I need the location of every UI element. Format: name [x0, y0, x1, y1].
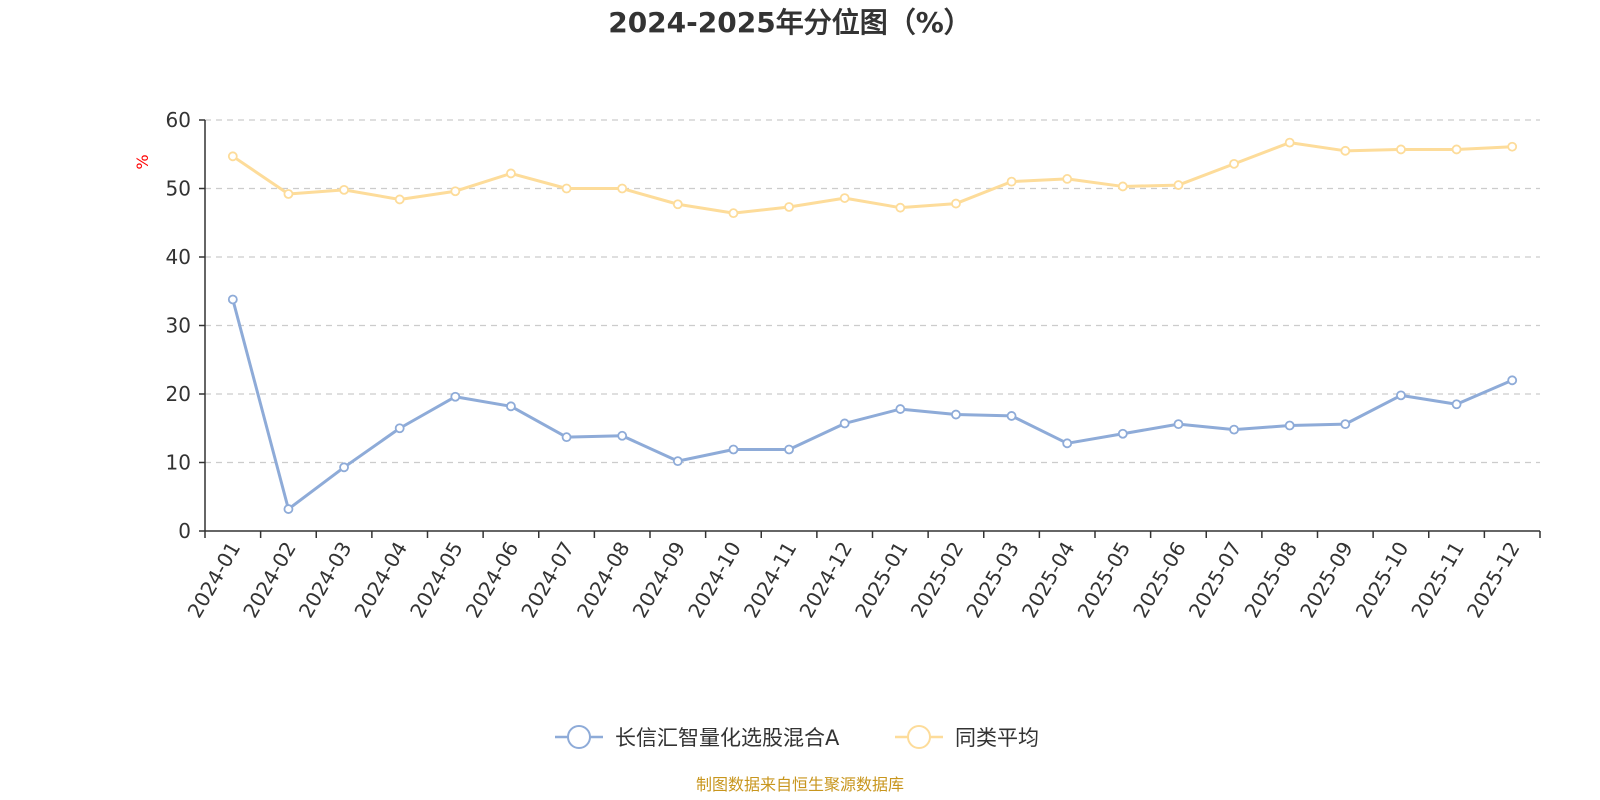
x-tick-label: 2024-03 [294, 538, 357, 622]
x-tick-label: 2025-08 [1239, 538, 1302, 622]
legend-item-0[interactable]: 长信汇智量化选股混合A [555, 725, 840, 750]
data-point[interactable] [784, 202, 794, 212]
data-point[interactable] [951, 409, 961, 420]
data-point[interactable] [339, 184, 349, 195]
data-point[interactable] [672, 199, 683, 210]
data-point[interactable] [1507, 141, 1518, 152]
y-tick-label: 10 [166, 451, 191, 475]
data-point[interactable] [561, 432, 572, 443]
y-tick-label: 20 [166, 382, 191, 406]
x-tick-label: 2024-08 [572, 538, 635, 622]
data-point[interactable] [1062, 174, 1073, 184]
data-point[interactable] [1451, 144, 1462, 155]
axes: 01020304050602024-012024-022024-032024-0… [166, 108, 1541, 622]
data-point[interactable] [1117, 181, 1128, 192]
data-point[interactable] [1451, 399, 1462, 410]
data-point[interactable] [1062, 438, 1073, 449]
x-tick-label: 2024-11 [739, 538, 802, 622]
data-point[interactable] [1006, 411, 1017, 421]
data-point[interactable] [1173, 419, 1184, 430]
data-point[interactable] [1006, 176, 1017, 187]
y-axis-unit: % [133, 154, 152, 169]
data-point[interactable] [227, 294, 238, 305]
data-point[interactable] [1284, 420, 1295, 431]
series-1 [227, 137, 1518, 219]
data-point[interactable] [450, 186, 461, 197]
x-tick-label: 2025-11 [1406, 538, 1469, 622]
data-point[interactable] [728, 444, 739, 455]
data-point[interactable] [450, 391, 461, 402]
x-tick-label: 2025-06 [1128, 538, 1191, 622]
legend[interactable]: 长信汇智量化选股混合A 同类平均 [555, 725, 1039, 750]
data-point[interactable] [1117, 428, 1128, 439]
x-tick-label: 2024-12 [794, 538, 857, 622]
source-note: 制图数据来自恒生聚源数据库 [696, 775, 904, 794]
x-tick-label: 2024-09 [628, 538, 691, 622]
chart-title: 2024-2025年分位图（%） [608, 6, 972, 39]
x-tick-label: 2024-06 [461, 538, 524, 622]
x-tick-label: 2025-05 [1073, 538, 1136, 622]
data-point[interactable] [1229, 158, 1239, 169]
x-tick-label: 2024-07 [516, 538, 579, 622]
data-point[interactable] [339, 462, 349, 473]
data-point[interactable] [561, 183, 572, 194]
series-line [231, 141, 1514, 215]
data-point[interactable] [895, 202, 906, 213]
x-tick-label: 2024-10 [683, 538, 746, 622]
x-tick-label: 2025-04 [1017, 538, 1080, 622]
series-line [231, 297, 1514, 511]
x-tick-label: 2024-02 [238, 538, 301, 622]
x-tick-label: 2025-07 [1184, 538, 1247, 622]
series-lines [227, 137, 1518, 514]
data-point[interactable] [1340, 419, 1351, 430]
x-tick-label: 2025-10 [1351, 538, 1414, 622]
x-tick-label: 2024-05 [405, 538, 468, 622]
data-point[interactable] [506, 168, 516, 179]
series-0 [227, 294, 1518, 514]
y-tick-label: 60 [166, 108, 191, 132]
data-point[interactable] [728, 208, 739, 219]
data-point[interactable] [895, 404, 906, 414]
grid-lines [205, 119, 1540, 464]
x-tick-label: 2024-01 [183, 538, 246, 622]
data-point[interactable] [394, 423, 405, 434]
data-point[interactable] [617, 183, 628, 194]
data-point[interactable] [839, 418, 850, 429]
x-tick-label: 2025-02 [906, 538, 969, 622]
y-tick-label: 0 [178, 519, 191, 543]
data-point[interactable] [1173, 180, 1184, 190]
data-point[interactable] [1396, 390, 1406, 401]
data-point[interactable] [1507, 375, 1518, 386]
x-tick-label: 2024-04 [349, 538, 412, 622]
legend-marker-icon [567, 725, 591, 749]
data-point[interactable] [1229, 424, 1239, 435]
x-tick-label: 2025-03 [961, 538, 1024, 622]
data-point[interactable] [617, 430, 628, 441]
data-point[interactable] [1340, 145, 1351, 156]
legend-label: 长信汇智量化选股混合A [615, 726, 840, 750]
legend-item-1[interactable]: 同类平均 [895, 725, 1039, 750]
y-tick-label: 30 [166, 314, 191, 338]
data-point[interactable] [283, 504, 294, 514]
legend-marker-icon [907, 725, 931, 749]
data-point[interactable] [1284, 137, 1295, 148]
data-point[interactable] [839, 193, 850, 203]
x-tick-label: 2025-12 [1462, 538, 1525, 622]
data-point[interactable] [394, 194, 405, 205]
data-point[interactable] [227, 151, 238, 162]
x-tick-label: 2025-09 [1295, 538, 1358, 622]
data-point[interactable] [506, 401, 516, 412]
data-point[interactable] [951, 198, 961, 209]
data-point[interactable] [672, 456, 683, 467]
x-tick-label: 2025-01 [850, 538, 913, 622]
y-tick-label: 40 [166, 245, 191, 269]
data-point[interactable] [283, 189, 294, 199]
data-point[interactable] [784, 444, 794, 455]
legend-label: 同类平均 [955, 726, 1039, 750]
y-tick-label: 50 [166, 177, 191, 201]
data-point[interactable] [1396, 144, 1406, 155]
